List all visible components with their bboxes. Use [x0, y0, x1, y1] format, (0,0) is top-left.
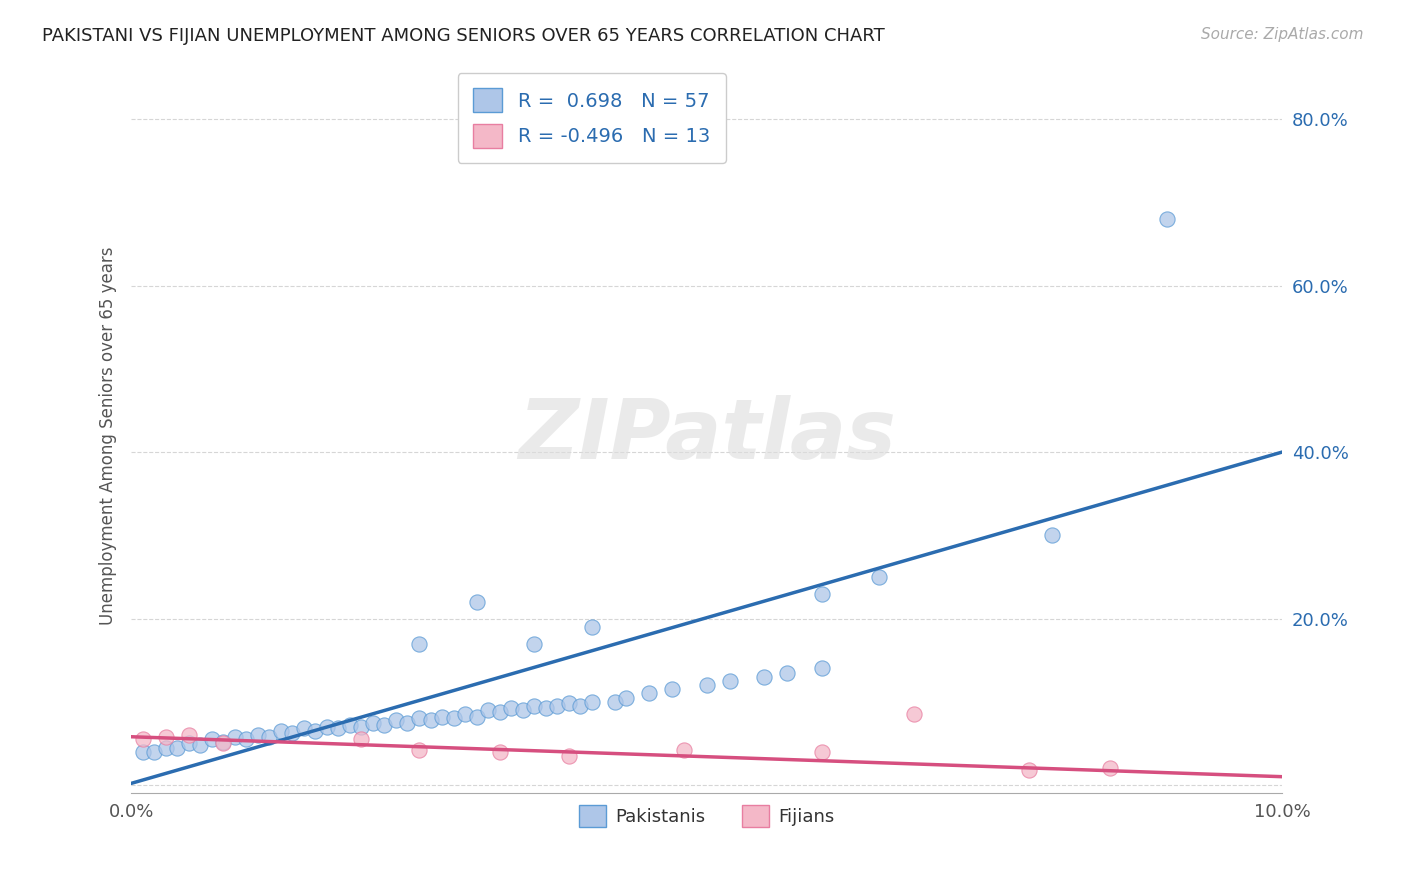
Point — [132, 745, 155, 759]
Point — [132, 732, 155, 747]
Point — [868, 570, 890, 584]
Point — [155, 740, 177, 755]
Point — [212, 735, 235, 749]
Point — [155, 730, 177, 744]
Point — [281, 726, 304, 740]
Point — [534, 701, 557, 715]
Point — [523, 698, 546, 713]
Point — [350, 720, 373, 734]
Point — [246, 728, 269, 742]
Legend: Pakistanis, Fijians: Pakistanis, Fijians — [572, 798, 841, 834]
Point — [488, 705, 510, 719]
Point — [638, 686, 661, 700]
Point — [1098, 761, 1121, 775]
Point — [581, 695, 603, 709]
Point — [396, 715, 419, 730]
Point — [811, 745, 834, 759]
Point — [546, 698, 568, 713]
Point — [292, 722, 315, 736]
Point — [328, 722, 350, 736]
Point — [385, 713, 408, 727]
Point — [512, 703, 534, 717]
Point — [696, 678, 718, 692]
Point — [488, 745, 510, 759]
Point — [259, 730, 281, 744]
Point — [177, 736, 200, 750]
Point — [304, 723, 326, 738]
Point — [177, 728, 200, 742]
Y-axis label: Unemployment Among Seniors over 65 years: Unemployment Among Seniors over 65 years — [100, 246, 117, 624]
Point — [603, 695, 626, 709]
Text: Source: ZipAtlas.com: Source: ZipAtlas.com — [1201, 27, 1364, 42]
Point — [581, 620, 603, 634]
Point — [224, 730, 246, 744]
Point — [557, 697, 579, 711]
Point — [419, 713, 441, 727]
Point — [373, 718, 395, 732]
Point — [143, 745, 166, 759]
Point — [201, 732, 224, 747]
Point — [1156, 211, 1178, 226]
Point — [903, 707, 925, 722]
Point — [350, 732, 373, 747]
Point — [477, 703, 499, 717]
Point — [166, 740, 188, 755]
Point — [523, 636, 546, 650]
Point — [499, 701, 522, 715]
Point — [408, 743, 430, 757]
Point — [661, 682, 683, 697]
Point — [212, 736, 235, 750]
Point — [465, 710, 488, 724]
Point — [316, 720, 339, 734]
Point — [557, 748, 579, 763]
Point — [811, 661, 834, 675]
Point — [339, 718, 361, 732]
Point — [465, 595, 488, 609]
Point — [1018, 763, 1040, 777]
Point — [718, 673, 741, 688]
Point — [672, 743, 695, 757]
Point — [614, 690, 637, 705]
Point — [569, 698, 592, 713]
Point — [408, 636, 430, 650]
Point — [361, 715, 384, 730]
Point — [235, 732, 257, 747]
Point — [776, 665, 799, 680]
Text: ZIPatlas: ZIPatlas — [517, 395, 896, 476]
Point — [408, 711, 430, 725]
Point — [754, 670, 776, 684]
Point — [443, 711, 465, 725]
Point — [454, 707, 477, 722]
Point — [188, 738, 211, 752]
Point — [1040, 528, 1063, 542]
Text: PAKISTANI VS FIJIAN UNEMPLOYMENT AMONG SENIORS OVER 65 YEARS CORRELATION CHART: PAKISTANI VS FIJIAN UNEMPLOYMENT AMONG S… — [42, 27, 884, 45]
Point — [430, 710, 453, 724]
Point — [270, 723, 292, 738]
Point — [811, 586, 834, 600]
